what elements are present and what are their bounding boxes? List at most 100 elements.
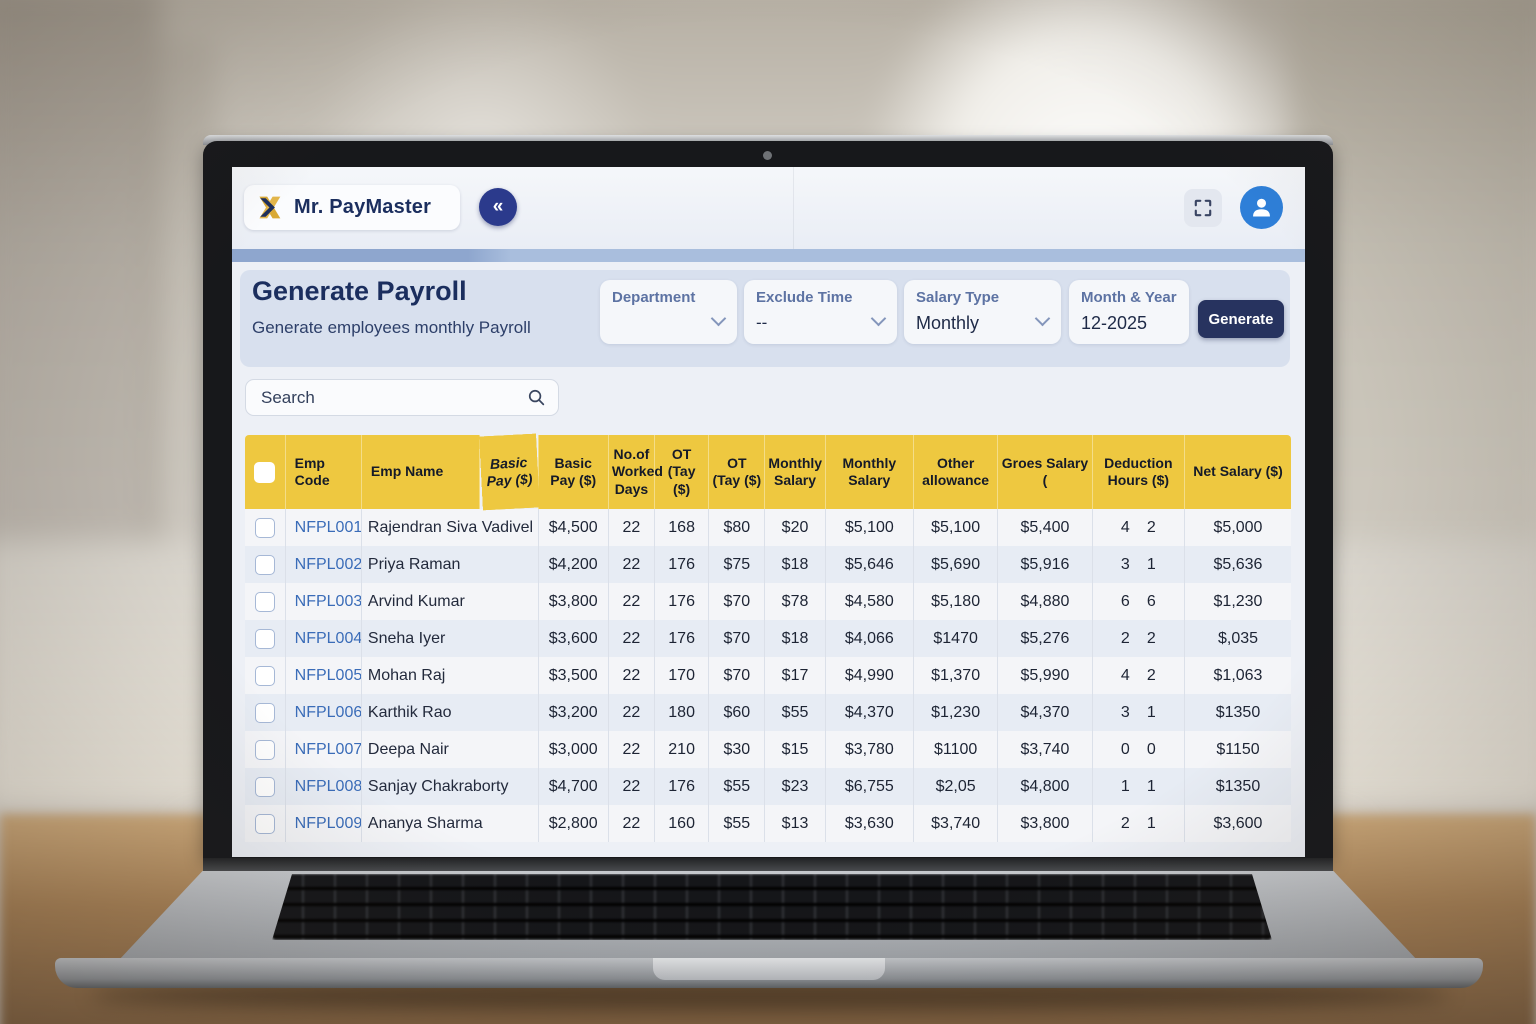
value-cell: $5,100: [913, 509, 999, 546]
emp-code-link[interactable]: NFPL008: [285, 768, 362, 805]
value-cell: $4,066: [825, 620, 914, 657]
table-row: NFPL003 Arvind Kumar $3,800 22 176 $70 $78 $4,5…: [245, 583, 1291, 620]
department-dropdown[interactable]: Department: [600, 280, 737, 344]
table-row: NFPL009 Ananya Sharma $2,800 22 160 $55 $13 $3,…: [245, 805, 1291, 842]
sidebar-collapse-button[interactable]: «: [479, 188, 517, 226]
double-chevron-left-icon: «: [492, 196, 504, 217]
value-cell: 168: [654, 509, 710, 546]
emp-name-cell: Sneha Iyer: [361, 620, 539, 657]
row-checkbox[interactable]: [254, 702, 275, 723]
row-checkbox[interactable]: [254, 628, 275, 649]
payroll-table: Emp Code Emp Name Basic Pay ($) Basic Pay (…: [245, 433, 1291, 842]
department-label: Department: [612, 289, 696, 306]
search-icon: [528, 389, 545, 406]
emp-name-cell: Rajendran Siva Vadivel: [361, 509, 539, 546]
row-checkbox[interactable]: [254, 813, 275, 834]
emp-name-cell: Sanjay Chakraborty: [361, 768, 539, 805]
column-header: Deduction Hours ($): [1092, 435, 1185, 509]
column-header: Monthly Salary: [825, 435, 914, 509]
net-salary-cell: $1,063: [1213, 666, 1263, 684]
page-title: Generate Payroll: [252, 276, 467, 306]
laptop-hinge: [203, 858, 1333, 872]
column-header: Basic Pay ($): [538, 435, 609, 509]
value-cell: 22: [608, 509, 656, 546]
value-cell: 22: [608, 768, 656, 805]
value-cell: $1,370: [913, 657, 999, 694]
value-cell: $4,500: [538, 509, 609, 546]
value-cell: $1100: [913, 731, 999, 768]
value-cell: 210: [654, 731, 710, 768]
value-cell: $3,740: [913, 805, 999, 842]
value-cell: $60: [708, 694, 766, 731]
value-cell: $18: [764, 546, 826, 583]
value-cell: $13: [764, 805, 826, 842]
header-divider: [793, 167, 794, 249]
value-cell: $30: [708, 731, 766, 768]
value-cell: 160: [654, 805, 710, 842]
app-header-bar: Mr. PayMaster «: [232, 167, 1305, 250]
value-cell: 22: [608, 657, 656, 694]
search-input[interactable]: Search: [245, 379, 559, 416]
user-avatar[interactable]: [1240, 186, 1283, 229]
column-header: Emp Code: [285, 435, 362, 509]
emp-name-cell: Priya Raman: [361, 546, 539, 583]
value-cell: $3,500: [538, 657, 609, 694]
emp-code-link[interactable]: NFPL006: [285, 694, 362, 731]
value-cell: $4,370: [997, 694, 1093, 731]
emp-code-link[interactable]: NFPL002: [285, 546, 362, 583]
month-year-field[interactable]: Month & Year 12-2025: [1069, 280, 1189, 344]
emp-code-link[interactable]: NFPL001: [285, 509, 362, 546]
value-cell: 22: [608, 805, 656, 842]
row-checkbox[interactable]: [254, 554, 275, 575]
row-checkbox[interactable]: [254, 517, 275, 538]
value-cell: $55: [764, 694, 826, 731]
row-checkbox-cell: [245, 657, 286, 694]
select-all-checkbox[interactable]: [254, 461, 276, 483]
salary-type-dropdown[interactable]: Salary Type Monthly: [904, 280, 1061, 344]
row-checkbox[interactable]: [254, 776, 275, 797]
app-title: Mr. PayMaster: [294, 196, 432, 218]
exclude-time-dropdown[interactable]: Exclude Time --: [744, 280, 897, 344]
column-header: Other allowance: [913, 435, 999, 509]
value-cell: $4,990: [825, 657, 914, 694]
column-header: Emp Name: [361, 435, 481, 509]
value-cell: $3,800: [538, 583, 609, 620]
emp-code-link[interactable]: NFPL004: [285, 620, 362, 657]
emp-code-link[interactable]: NFPL007: [285, 731, 362, 768]
fullscreen-button[interactable]: [1184, 189, 1222, 227]
value-cell: $5,100: [825, 509, 914, 546]
net-salary-cell: $5,000: [1213, 518, 1263, 536]
emp-code-link[interactable]: NFPL005: [285, 657, 362, 694]
value-cell: 170: [654, 657, 710, 694]
generate-button[interactable]: Generate: [1198, 300, 1284, 338]
emp-code-link[interactable]: NFPL003: [285, 583, 362, 620]
row-checkbox[interactable]: [254, 665, 275, 686]
search-placeholder: Search: [261, 387, 315, 407]
row-checkbox-cell: [245, 768, 286, 805]
net-salary-cell: $5,636: [1213, 555, 1263, 573]
salary-type-value: Monthly: [916, 313, 980, 333]
emp-code-link[interactable]: NFPL009: [285, 805, 362, 842]
value-cell: $6,755: [825, 768, 914, 805]
table-row: NFPL004 Sneha Iyer $3,600 22 176 $70 $18 $4,066…: [245, 620, 1291, 657]
table-header: Emp Code Emp Name Basic Pay ($) Basic Pay (…: [245, 433, 1291, 511]
row-checkbox[interactable]: [254, 739, 275, 760]
net-salary-cell: $,035: [1217, 629, 1259, 647]
value-cell: 22: [608, 583, 656, 620]
net-salary-cell: $1350: [1215, 777, 1261, 795]
column-header: Basic Pay ($): [477, 433, 540, 511]
emp-name-cell: Ananya Sharma: [361, 805, 539, 842]
row-checkbox-cell: [245, 731, 286, 768]
row-checkbox-cell: [245, 620, 286, 657]
value-cell: 22: [608, 620, 656, 657]
row-checkbox[interactable]: [254, 591, 275, 612]
chevron-down-icon: [710, 310, 727, 327]
value-cell: $3,740: [997, 731, 1093, 768]
column-header: Net Salary ($): [1184, 435, 1291, 509]
app-logo[interactable]: Mr. PayMaster: [244, 185, 460, 230]
